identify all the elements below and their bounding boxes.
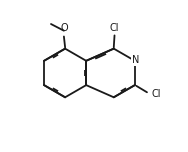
Text: Cl: Cl: [152, 89, 161, 99]
Text: Cl: Cl: [110, 23, 119, 33]
Text: N: N: [132, 55, 139, 66]
Text: O: O: [60, 23, 68, 33]
